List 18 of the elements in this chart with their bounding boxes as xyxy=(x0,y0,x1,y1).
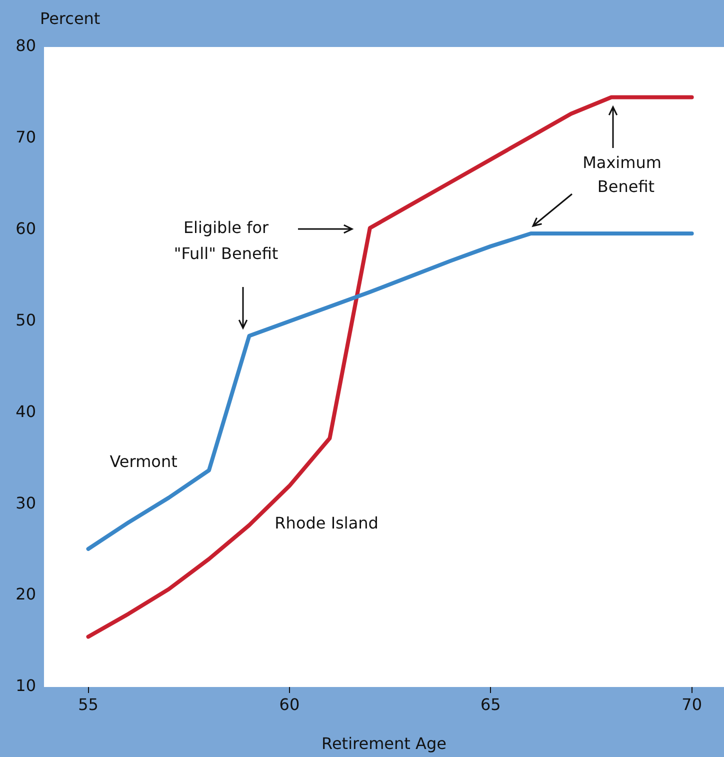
y-axis-title: Percent xyxy=(40,9,100,28)
y-tick-label: 50 xyxy=(16,310,36,330)
annotation: Eligible for "Full" Benefit xyxy=(174,218,278,264)
y-tick-label: 80 xyxy=(16,36,36,56)
y-tick-label: 20 xyxy=(16,584,36,604)
annotation: Maximum Benefit xyxy=(582,153,662,196)
series-label: Vermont xyxy=(110,452,178,471)
x-tick-label: 60 xyxy=(279,694,300,714)
y-tick-label: 30 xyxy=(16,493,36,512)
x-tick-label: 65 xyxy=(480,694,501,714)
x-tick-label: 55 xyxy=(78,694,98,714)
y-tick-label: 40 xyxy=(16,402,36,421)
series-label: Rhode Island xyxy=(274,513,378,532)
x-axis-title: Retirement Age xyxy=(322,734,446,754)
y-tick-label: 70 xyxy=(16,128,36,147)
y-tick-label: 10 xyxy=(16,676,36,696)
y-tick-label: 60 xyxy=(16,219,36,238)
x-tick-label: 70 xyxy=(682,694,702,714)
